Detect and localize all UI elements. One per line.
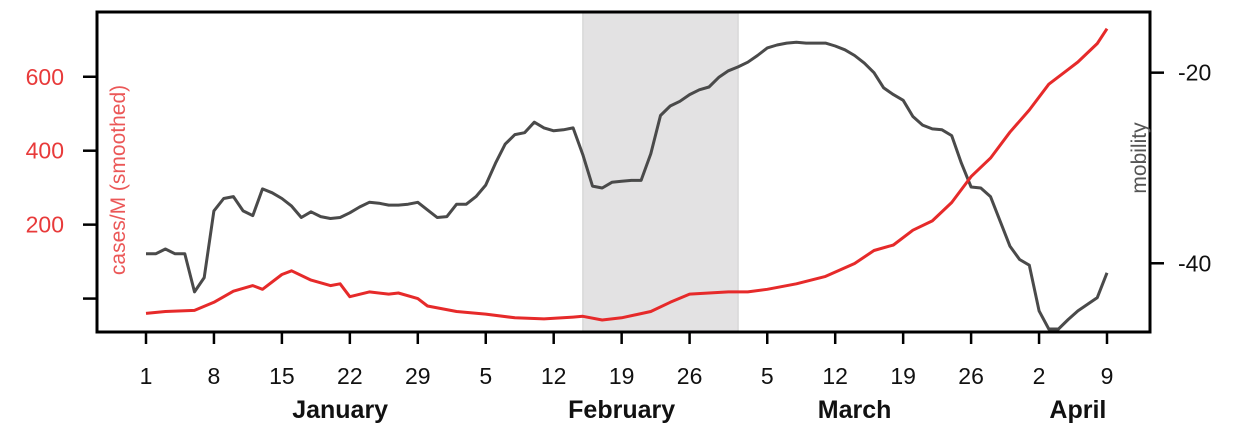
x-tick-label: 19 <box>609 363 635 389</box>
x-tick-label: 1 <box>140 363 153 389</box>
x-tick-label: 29 <box>405 363 431 389</box>
mobility-line <box>146 40 1109 331</box>
x-tick-label: 2 <box>1033 363 1046 389</box>
month-label-april: April <box>1049 396 1106 424</box>
x-tick-label: 15 <box>269 363 295 389</box>
month-label-january: January <box>292 396 388 424</box>
cases-line <box>145 27 1109 322</box>
month-label-february: February <box>568 396 675 424</box>
x-tick-label: 22 <box>337 363 363 389</box>
y-right-tick-label: -20 <box>1178 60 1211 86</box>
x-tick-label: 26 <box>677 363 703 389</box>
x-tick-label: 26 <box>958 363 984 389</box>
x-tick-label: 12 <box>541 363 567 389</box>
y-left-tick-label: 400 <box>26 138 64 164</box>
x-tick-label: 9 <box>1101 363 1114 389</box>
x-tick-label: 19 <box>890 363 916 389</box>
x-tick-label: 5 <box>761 363 774 389</box>
month-label-march: March <box>818 396 892 424</box>
y-right-tick-label: -40 <box>1178 250 1211 276</box>
plot-frame <box>95 10 1152 334</box>
x-tick-label: 5 <box>479 363 492 389</box>
x-tick-label: 8 <box>208 363 221 389</box>
shaded-period <box>582 12 739 332</box>
y-left-tick-label: 600 <box>26 64 64 90</box>
x-tick-label: 12 <box>822 363 848 389</box>
y-left-axis-title: cases/M (smoothed) <box>107 85 130 275</box>
y-left-tick-label: 200 <box>26 212 64 238</box>
y-right-axis-title: mobility <box>1128 122 1151 194</box>
